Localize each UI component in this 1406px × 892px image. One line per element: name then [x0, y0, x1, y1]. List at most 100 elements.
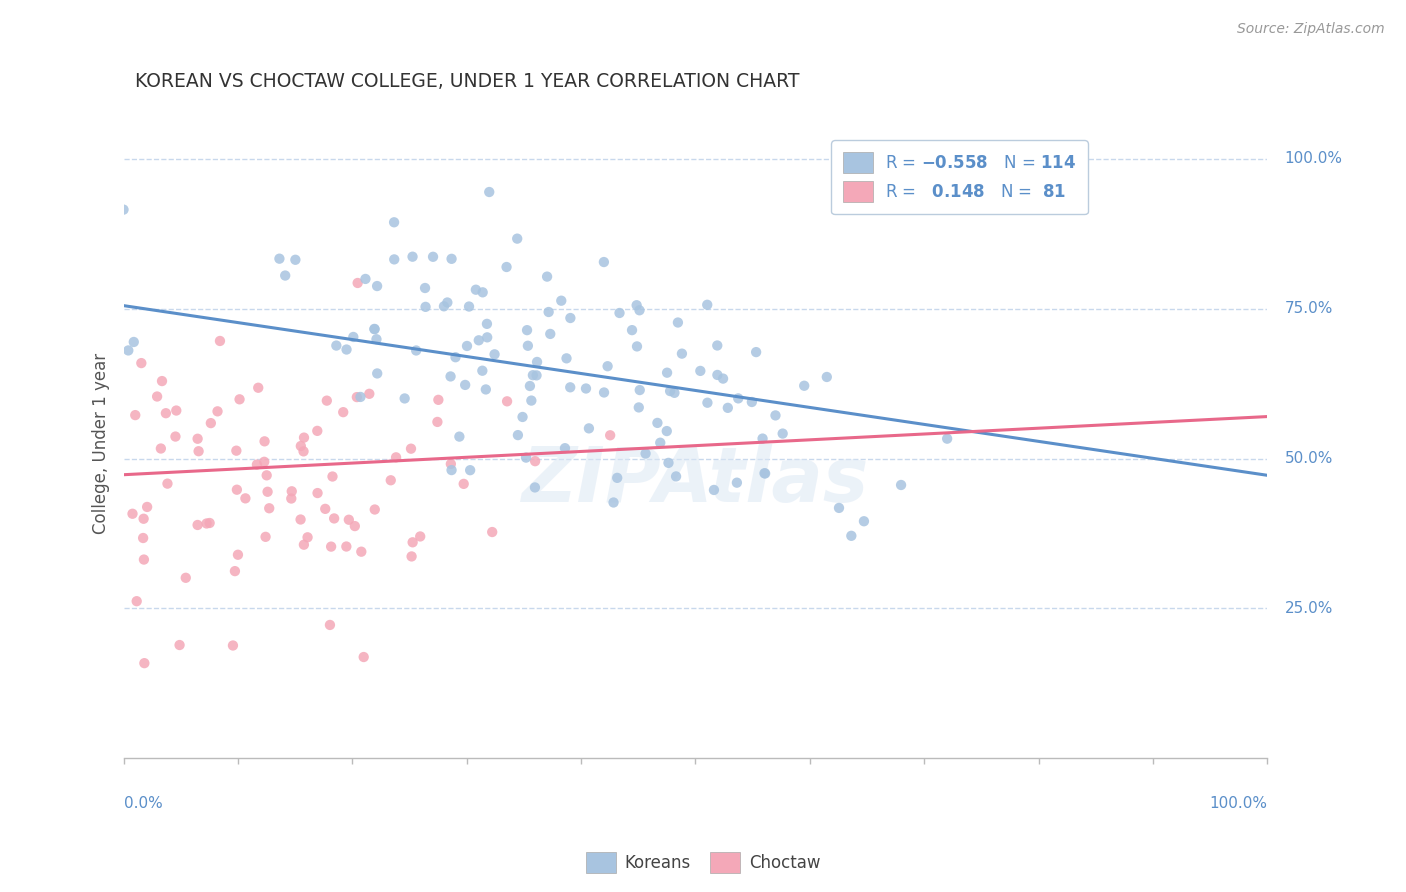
Point — [626, 339, 648, 353]
Point — [671, 346, 693, 360]
Point — [132, 531, 155, 545]
Text: KOREAN VS CHOCTAW COLLEGE, UNDER 1 YEAR CORRELATION CHART: KOREAN VS CHOCTAW COLLEGE, UNDER 1 YEAR … — [135, 72, 800, 91]
Point — [578, 421, 600, 435]
Point — [725, 475, 748, 490]
Point — [281, 484, 304, 499]
Point — [515, 450, 537, 465]
Point — [346, 390, 368, 404]
Point — [436, 295, 458, 310]
Point — [256, 484, 278, 499]
Point — [225, 443, 247, 458]
Point — [696, 395, 718, 409]
Point — [409, 529, 432, 543]
Point — [575, 382, 598, 396]
Point — [117, 343, 139, 358]
Point — [353, 650, 375, 665]
Point — [413, 281, 436, 295]
Point — [366, 367, 388, 381]
Point — [366, 279, 388, 293]
Y-axis label: College, Under 1 year: College, Under 1 year — [93, 353, 110, 534]
Point — [444, 350, 467, 364]
Point — [136, 500, 159, 514]
Point — [936, 432, 959, 446]
Point — [655, 366, 678, 380]
Point — [292, 538, 315, 552]
Point — [132, 512, 155, 526]
Point — [538, 326, 561, 341]
Point — [155, 406, 177, 420]
Point — [187, 432, 209, 446]
Point — [554, 441, 576, 455]
Text: 75.0%: 75.0% — [1285, 301, 1333, 316]
Point — [187, 518, 209, 533]
Point — [841, 529, 863, 543]
Point — [198, 516, 221, 530]
Point — [593, 385, 616, 400]
Point — [458, 300, 481, 314]
Point — [292, 444, 315, 458]
Point — [335, 343, 357, 357]
Point — [481, 524, 503, 539]
Point — [323, 511, 346, 525]
Point — [346, 276, 368, 290]
Point — [471, 364, 494, 378]
Point — [765, 409, 787, 423]
Point — [666, 316, 689, 330]
Point — [754, 467, 776, 481]
Point — [706, 368, 728, 382]
Point — [122, 334, 145, 349]
Point — [426, 415, 449, 429]
Point — [475, 317, 498, 331]
Point — [627, 401, 650, 415]
Point — [536, 269, 558, 284]
Point — [134, 656, 156, 670]
Point — [385, 450, 408, 465]
Point — [520, 393, 543, 408]
Point — [815, 370, 838, 384]
Point — [335, 540, 357, 554]
Point — [254, 530, 277, 544]
Text: 50.0%: 50.0% — [1285, 451, 1333, 466]
Point — [593, 255, 616, 269]
Point — [208, 334, 231, 348]
Point — [471, 285, 494, 300]
Legend: Koreans, Choctaw: Koreans, Choctaw — [579, 846, 827, 880]
Point — [222, 639, 245, 653]
Text: 100.0%: 100.0% — [1285, 152, 1343, 166]
Point — [315, 393, 337, 408]
Point — [343, 519, 366, 533]
Point — [852, 514, 875, 528]
Point — [112, 202, 135, 217]
Point — [560, 380, 582, 394]
Text: 0.0%: 0.0% — [124, 797, 162, 811]
Point — [307, 486, 329, 500]
Point — [664, 385, 686, 400]
Point — [453, 476, 475, 491]
Point — [650, 435, 672, 450]
Point — [350, 544, 373, 558]
Point — [657, 456, 679, 470]
Point — [121, 507, 143, 521]
Point — [828, 500, 851, 515]
Point — [727, 392, 749, 406]
Point — [439, 369, 461, 384]
Point — [478, 185, 501, 199]
Point — [146, 390, 169, 404]
Point — [433, 299, 456, 313]
Point — [165, 403, 187, 417]
Point — [484, 347, 506, 361]
Point — [449, 429, 471, 443]
Point — [399, 442, 422, 456]
Point — [526, 368, 548, 383]
Point — [332, 405, 354, 419]
Point — [337, 513, 360, 527]
Point — [696, 298, 718, 312]
Point — [599, 428, 621, 442]
Point — [363, 322, 385, 336]
Point — [401, 549, 423, 564]
Point — [456, 339, 478, 353]
Point — [647, 416, 669, 430]
Point — [321, 540, 343, 554]
Point — [253, 455, 276, 469]
Point — [149, 442, 172, 456]
